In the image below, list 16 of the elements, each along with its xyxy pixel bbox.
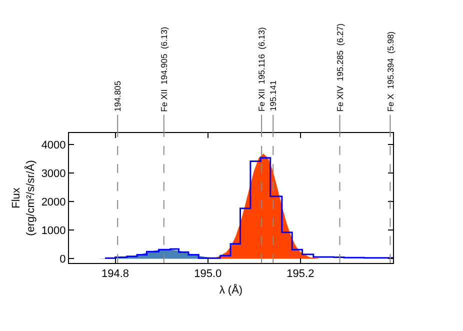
ref-line-label: 195.141 bbox=[268, 80, 278, 112]
ref-line-label: Fe XII 194.905 (6.13) bbox=[158, 26, 169, 112]
y-tick-label: 3000 bbox=[41, 168, 66, 180]
ref-line-label: Fe XIV 195.285 (6.27) bbox=[334, 23, 345, 112]
x-tick-label: 195.0 bbox=[194, 268, 222, 280]
ref-line-label: Fe X 195.394 (5.98) bbox=[386, 31, 396, 112]
y-axis-title: Flux (erg/cm²/s/sr/Å) bbox=[10, 160, 37, 236]
y-tick-label: 1000 bbox=[41, 224, 66, 237]
y-tick-label: 0 bbox=[60, 254, 66, 266]
x-tick-label: 195.2 bbox=[286, 268, 314, 280]
ref-line-label: Fe XII 195.116 (6.13) bbox=[256, 26, 267, 112]
x-axis-title: λ (Å) bbox=[219, 283, 243, 296]
y-tick-label: 2000 bbox=[41, 196, 66, 208]
y-tick-label: 4000 bbox=[41, 139, 66, 152]
x-tick-label: 194.8 bbox=[102, 268, 130, 280]
ref-line-label: 194.805 bbox=[112, 80, 123, 112]
